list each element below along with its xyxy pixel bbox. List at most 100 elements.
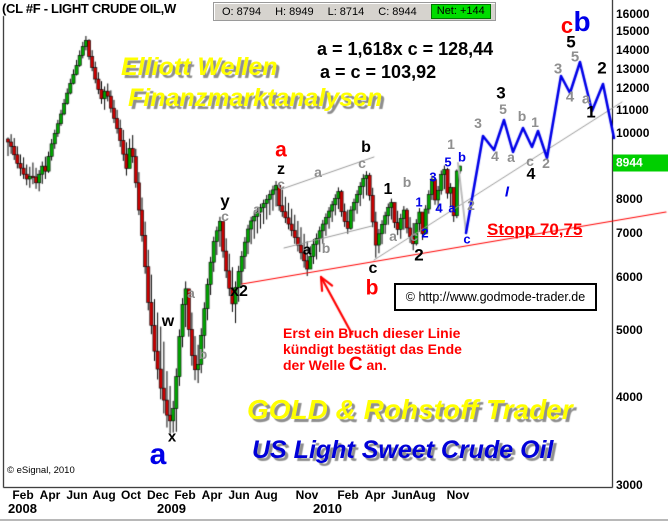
warning-line-3-wave-c: C: [348, 354, 363, 375]
y-axis-tick: 7000: [616, 226, 643, 240]
banner-gold-rohstoff-trader: GOLD & Rohstoff Trader: [247, 394, 573, 425]
x-axis-month: Nov: [295, 488, 319, 502]
wave-label-2: 2: [467, 197, 475, 213]
x-axis-year: 2009: [157, 501, 186, 516]
open-value: 8794: [236, 5, 262, 18]
wave-label-c: c: [526, 153, 534, 169]
wave-label-5: 5: [566, 32, 576, 52]
x-axis-month: Nov: [446, 488, 470, 502]
x-axis-month: Aug: [412, 488, 436, 502]
x-axis-month: Oct: [120, 488, 142, 502]
x-axis-month: Feb: [337, 488, 359, 502]
wave-label-4: 4: [526, 166, 536, 183]
wave-label-1: 1: [415, 194, 423, 210]
y-axis-tick: 5000: [616, 323, 643, 337]
wave-label-c: c: [560, 13, 574, 38]
wave-label-4: 4: [435, 200, 443, 216]
wave-label-c: c: [358, 155, 366, 171]
stop-level-label: Stopp 70,75: [487, 220, 583, 239]
low-field: L: 8714: [328, 6, 365, 18]
wave-label-a: a: [314, 164, 322, 180]
y-axis-tick: 10000: [616, 126, 650, 140]
ohlc-quote-panel: O: 8794 H: 8949 L: 8714 C: 8944 Net: +14…: [213, 2, 496, 21]
y-axis-tick: 15000: [616, 24, 650, 38]
y-axis-tick: 3000: [616, 478, 643, 492]
wave-label-1: 1: [531, 114, 539, 130]
wave-label-a: a: [275, 138, 287, 162]
x-axis-month: Feb: [174, 488, 196, 502]
wave-target-formula-2: a = c = 103,92: [320, 62, 437, 82]
x-axis-month: Feb: [12, 488, 34, 502]
wave-label-b: b: [402, 174, 412, 190]
wave-label-4: 4: [491, 148, 499, 164]
high-value: 8949: [289, 5, 314, 18]
warning-line-3-pre: der Welle: [283, 357, 349, 373]
source-url-text: © http://www.godmode-trader.de: [405, 290, 586, 304]
wave-label-x2: x2: [230, 283, 248, 300]
wave-label-5: 5: [444, 154, 452, 170]
x-axis-month: Jun: [228, 488, 250, 502]
wave-label-c: c: [221, 208, 229, 224]
x-axis-year: 2010: [313, 501, 342, 516]
wave-label-b: b: [458, 149, 466, 165]
x-axis-month: Apr: [201, 488, 223, 502]
wave-label-I: I: [504, 183, 510, 201]
wave-label-a: a: [187, 285, 195, 301]
x-axis-month: Jun: [66, 488, 88, 502]
wave-label-a: a: [302, 241, 312, 259]
wave-label-w: w: [161, 313, 175, 330]
wave-label-a: a: [253, 201, 261, 217]
x-axis-year: 2008: [8, 501, 37, 516]
x-axis-month: Apr: [39, 488, 61, 502]
wave-label-2: 2: [421, 225, 429, 241]
net-change-badge: Net: +144: [430, 4, 491, 19]
wave-label-a: a: [507, 149, 515, 165]
wave-label-y: y: [220, 191, 230, 211]
wave-label-c: c: [463, 231, 471, 247]
x-axis-month: Aug: [254, 488, 278, 502]
esignal-credit: © eSignal, 2010: [7, 465, 75, 476]
close-field: C: 8944: [378, 6, 416, 18]
wave-label-x: x: [167, 428, 177, 446]
wave-label-2: 2: [542, 155, 550, 171]
wave-label-1: 1: [447, 136, 455, 152]
warning-line-3-post: an.: [362, 357, 387, 373]
x-axis-month: Apr: [364, 488, 386, 502]
wave-label-b: b: [365, 276, 379, 300]
wave-label-3: 3: [429, 169, 437, 185]
low-value: 8714: [339, 5, 365, 18]
banner-us-light-sweet-crude: US Light Sweet Crude Oil: [252, 436, 554, 464]
wave-label-3: 3: [474, 115, 482, 131]
wave-label-c: c: [410, 228, 418, 244]
wave-label-b: b: [321, 240, 331, 256]
wave-label-b: b: [573, 6, 591, 37]
x-axis-month: Aug: [92, 488, 116, 502]
y-axis-tick: 11000: [616, 103, 649, 117]
source-url-box: © http://www.godmode-trader.de: [394, 283, 597, 311]
wave-label-b: b: [517, 108, 527, 124]
y-axis-tick: 4000: [616, 390, 643, 404]
wave-label-1: 1: [383, 181, 393, 198]
wave-label-a: a: [581, 90, 591, 108]
wave-label-2: 2: [597, 58, 607, 78]
y-axis-tick: 14000: [616, 43, 650, 57]
last-price-tag: 8944: [613, 154, 668, 172]
trendline-warning-note: Erst ein Bruch dieser Linie kündigt best…: [283, 325, 462, 375]
wave-label-c: c: [368, 260, 378, 277]
warning-line-3: der Welle C an.: [283, 354, 462, 375]
open-label: O:: [222, 5, 234, 18]
wave-target-formula-1: a = 1,618x c = 128,44: [317, 39, 494, 59]
wave-label-a: a: [389, 228, 397, 244]
wave-label-z: z: [277, 161, 285, 178]
wave-label-3: 3: [553, 60, 563, 78]
high-field: H: 8949: [275, 6, 313, 18]
y-axis-tick: 13000: [616, 62, 650, 76]
wave-label-2: 2: [414, 245, 424, 265]
wave-label-1: 1: [586, 102, 596, 122]
wave-label-5: 5: [570, 48, 580, 66]
watermark-elliott-wellen: Elliott Wellen: [121, 53, 278, 81]
y-axis-tick: 16000: [616, 7, 650, 21]
close-label: C:: [378, 5, 390, 18]
